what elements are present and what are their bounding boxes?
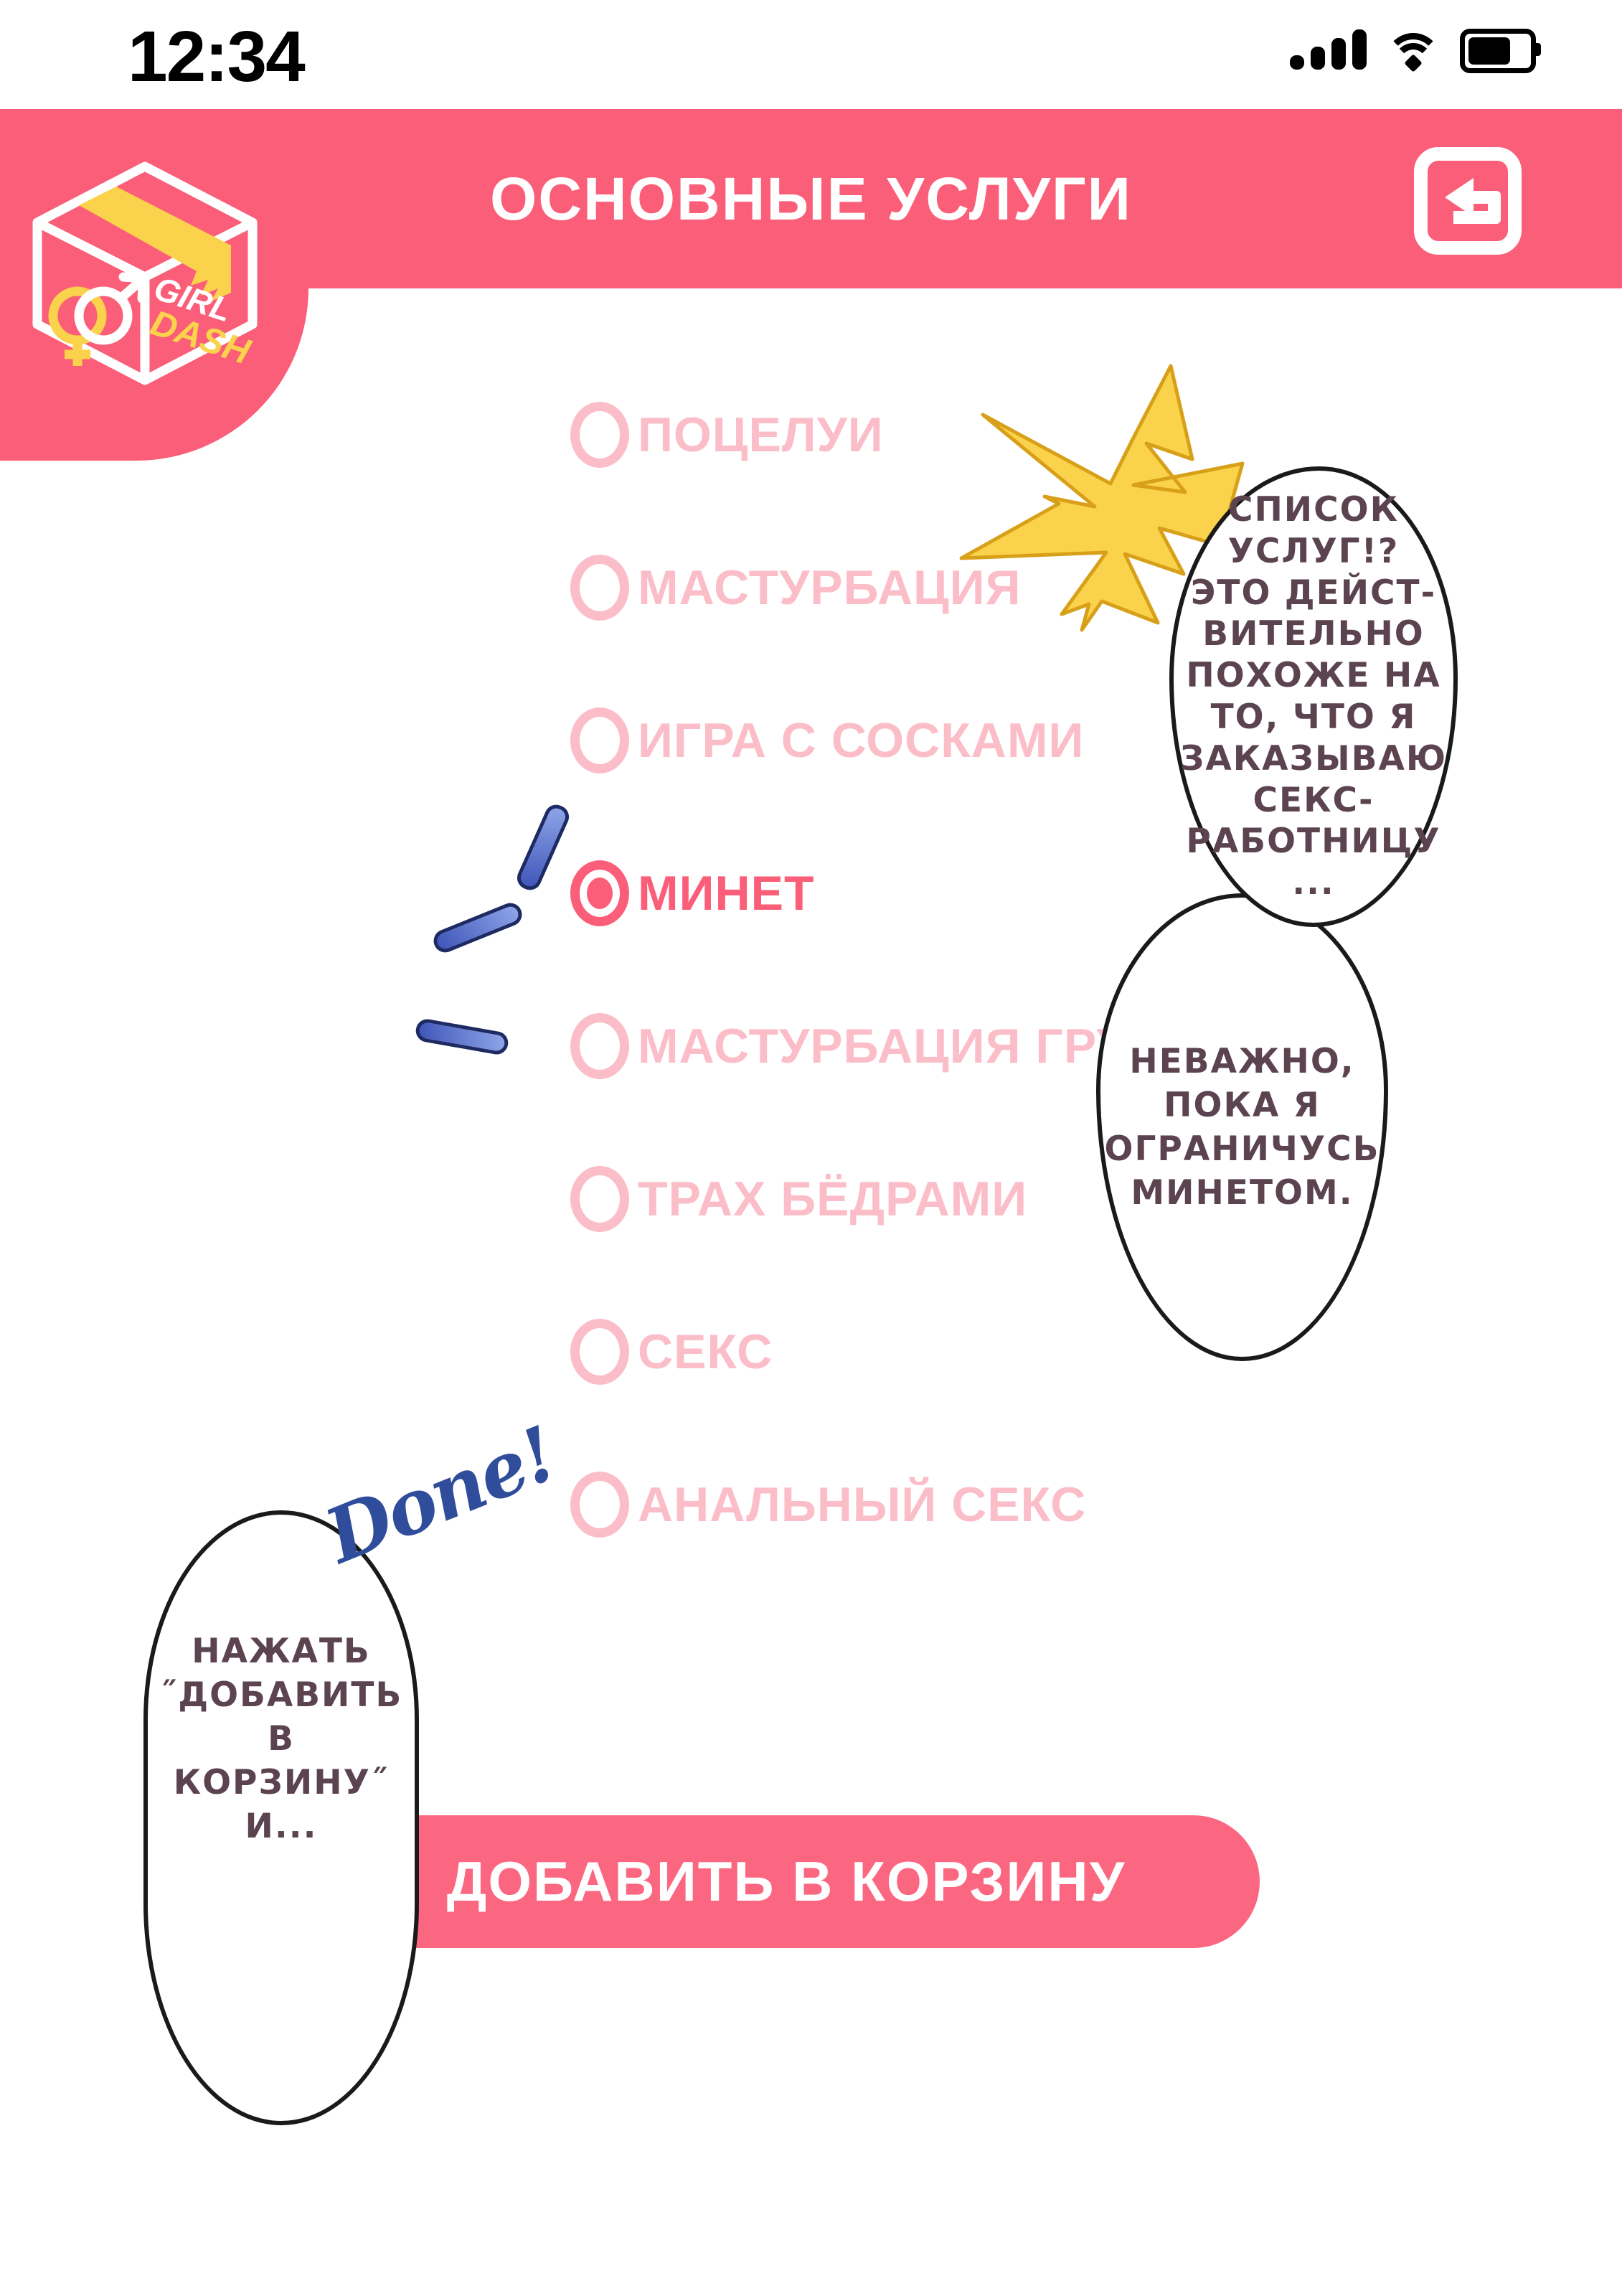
- radio-button[interactable]: [570, 1472, 629, 1538]
- service-label: АНАЛЬНЫЙ СЕКС: [638, 1477, 1087, 1532]
- service-label: МИНЕТ: [638, 866, 815, 921]
- service-option-0[interactable]: ПОЦЕЛУИ: [570, 402, 884, 468]
- service-label: СЕКС: [638, 1325, 773, 1379]
- status-bar: 12:34: [0, 0, 1622, 109]
- back-button[interactable]: [1414, 147, 1522, 255]
- battery-icon: [1460, 29, 1541, 73]
- speech-bubble-top-text: СПИСОК УСЛУГ!? ЭТО ДЕЙСТ- ВИТЕЛЬНО ПОХОЖ…: [1180, 490, 1448, 903]
- speech-bubble-bottom-text: НАЖАТЬ ˝ДОБАВИТЬ В КОРЗИНУ˝ И...: [159, 1631, 403, 1847]
- service-option-1[interactable]: МАСТУРБАЦИЯ: [570, 555, 1021, 621]
- sparkle-line: [513, 801, 573, 894]
- radio-button[interactable]: [570, 707, 629, 773]
- service-label: ТРАХ БЁДРАМИ: [638, 1172, 1028, 1226]
- sparkle-line: [414, 1017, 510, 1057]
- signal-icon: [1290, 29, 1367, 70]
- gender-symbols-icon: [48, 272, 148, 366]
- page-title: ОСНОВНЫЕ УСЛУГИ: [490, 164, 1132, 232]
- add-to-cart-button[interactable]: ДОБАВИТЬ В КОРЗИНУ: [313, 1815, 1260, 1948]
- radio-button[interactable]: [570, 1319, 629, 1385]
- done-annotation: Done!: [313, 1409, 567, 1581]
- impact-burst-icon: [959, 364, 1245, 632]
- speech-bubble-middle: НЕВАЖНО, ПОКА Я ОГРАНИЧУСЬ МИНЕТОМ.: [1096, 893, 1388, 1361]
- speech-bubble-top: СПИСОК УСЛУГ!? ЭТО ДЕЙСТ- ВИТЕЛЬНО ПОХОЖ…: [1169, 466, 1458, 927]
- radio-button[interactable]: [570, 1013, 629, 1079]
- service-option-5[interactable]: ТРАХ БЁДРАМИ: [570, 1166, 1027, 1232]
- service-option-7[interactable]: АНАЛЬНЫЙ СЕКС: [570, 1472, 1086, 1538]
- service-label: ИГРА С СОСКАМИ: [638, 713, 1085, 768]
- speech-bubble-bottom: НАЖАТЬ ˝ДОБАВИТЬ В КОРЗИНУ˝ И...: [143, 1510, 419, 2125]
- sparkle-lines-icon: [414, 801, 631, 1057]
- app-logo: GIRL DASH: [32, 161, 258, 385]
- service-label: МАСТУРБАЦИЯ: [638, 560, 1022, 615]
- status-bar-icons: [1290, 29, 1541, 73]
- service-label: ПОЦЕЛУИ: [638, 408, 884, 462]
- service-option-2[interactable]: ИГРА С СОСКАМИ: [570, 707, 1084, 773]
- service-option-6[interactable]: СЕКС: [570, 1319, 773, 1385]
- wifi-icon: [1385, 33, 1441, 72]
- radio-button[interactable]: [570, 555, 629, 621]
- speech-bubble-middle-text: НЕВАЖНО, ПОКА Я ОГРАНИЧУСЬ МИНЕТОМ.: [1104, 1041, 1380, 1213]
- status-bar-time: 12:34: [128, 17, 306, 97]
- app-header: [0, 109, 1622, 288]
- back-arrow-icon: [1445, 178, 1501, 224]
- radio-button[interactable]: [570, 1166, 629, 1232]
- sparkle-line: [430, 899, 526, 956]
- radio-button[interactable]: [570, 402, 629, 468]
- service-option-3[interactable]: МИНЕТ: [570, 860, 815, 926]
